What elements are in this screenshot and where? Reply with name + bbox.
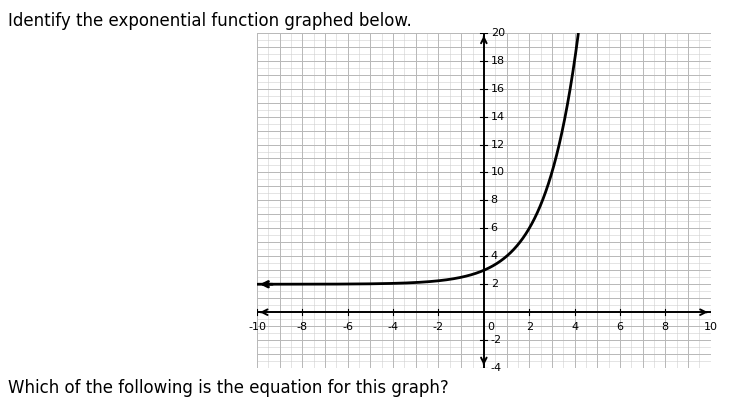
Text: -10: -10 — [248, 322, 266, 332]
Text: 6: 6 — [491, 223, 497, 234]
Text: Identify the exponential function graphed below.: Identify the exponential function graphe… — [8, 12, 411, 30]
Text: 4: 4 — [491, 251, 497, 261]
Text: 20: 20 — [491, 28, 505, 38]
Text: 8: 8 — [491, 196, 497, 205]
Text: 0: 0 — [487, 322, 494, 332]
Text: 12: 12 — [491, 139, 505, 150]
Text: -6: -6 — [342, 322, 353, 332]
Text: 4: 4 — [571, 322, 578, 332]
Text: -8: -8 — [297, 322, 308, 332]
Text: 18: 18 — [491, 56, 505, 66]
Text: 10: 10 — [704, 322, 717, 332]
Text: 14: 14 — [491, 112, 505, 121]
Text: Which of the following is the equation for this graph?: Which of the following is the equation f… — [8, 379, 448, 397]
Text: 10: 10 — [491, 167, 505, 178]
Text: -2: -2 — [491, 335, 502, 345]
Text: -2: -2 — [433, 322, 444, 332]
Text: 8: 8 — [662, 322, 669, 332]
Text: 2: 2 — [491, 279, 497, 289]
Text: 6: 6 — [616, 322, 624, 332]
Text: -4: -4 — [491, 363, 502, 373]
Text: 16: 16 — [491, 83, 505, 94]
Text: 2: 2 — [525, 322, 533, 332]
Text: -4: -4 — [388, 322, 398, 332]
